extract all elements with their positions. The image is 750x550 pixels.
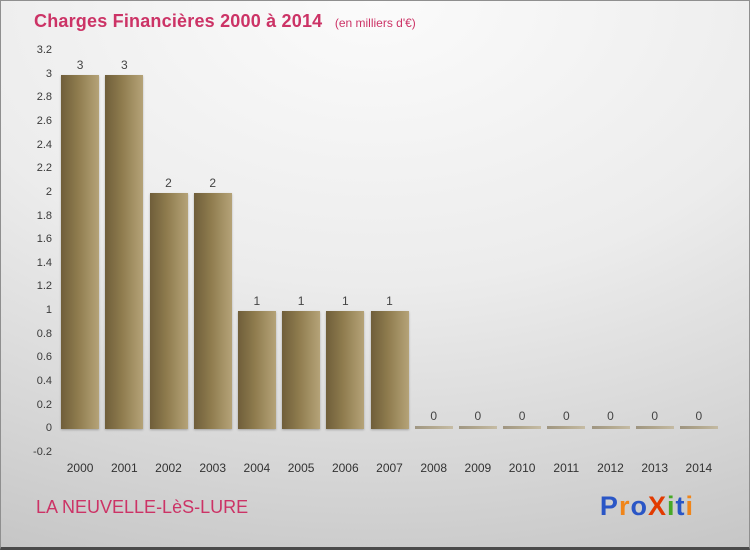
bar-value-label: 3 [76,57,84,72]
bar-value-label: 1 [253,294,261,309]
logo-letter: i [685,491,694,521]
y-axis-tick-label: 3.2 [36,44,52,56]
y-axis-tick-label: 2.8 [36,91,52,104]
bar-value-label: 0 [474,409,482,424]
bar-2001 [105,74,144,430]
bar-2008 [414,426,453,430]
title-row: Charges Financières 2000 à 2014 (en mill… [34,11,416,32]
y-axis-tick-label: 0.8 [36,327,52,340]
logo-letter: i [666,491,676,521]
proxiti-logo: ProXiti [600,491,694,522]
y-axis-tick-label: 2.6 [36,114,52,127]
x-axis-tick-label: 2003 [199,461,227,475]
x-axis-tick-label: 2004 [243,461,271,475]
bar-2002 [149,192,188,430]
bar-value-label: 1 [341,294,349,309]
y-axis-tick-label: 2.4 [36,138,52,151]
y-axis-tick-label: 1.6 [36,233,52,246]
x-axis-tick-label: 2000 [66,461,94,475]
bar-2006 [326,311,365,430]
x-axis-tick-label: 2005 [287,461,315,475]
y-axis-tick-label: 1 [45,304,52,317]
y-axis-tick-label: 3 [45,67,52,80]
logo-letter: r [618,491,631,521]
logo-letter: t [675,491,686,521]
bar-2014 [679,426,718,430]
y-axis-tick-label: 2.2 [36,162,52,175]
bar-value-label: 0 [518,409,526,424]
chart-subtitle: (en milliers d'€) [334,16,416,30]
y-axis-tick-label: 0.2 [36,398,52,411]
x-axis-tick-label: 2007 [376,461,403,475]
x-axis-tick-label: 2010 [508,461,536,475]
bar-value-label: 0 [562,409,570,424]
x-axis-tick-label: 2001 [110,461,138,475]
bar-value-label: 0 [607,409,614,424]
x-axis-tick-label: 2009 [464,461,492,475]
y-axis-tick-label: 0.6 [36,351,52,364]
logo-letter: o [630,491,648,521]
y-axis-tick-label: 0.4 [36,375,52,388]
company-name: LA NEUVELLE-LèS-LURE [36,497,249,517]
bar-value-label: 1 [297,294,305,309]
y-axis-tick-label: -0.2 [33,446,52,458]
bar-value-label: 0 [695,409,703,424]
bar-value-label: 0 [651,409,659,424]
x-axis-tick-label: 2011 [553,461,580,475]
bar-value-label: 1 [386,294,393,309]
bar-2012 [591,426,630,430]
x-axis-tick-label: 2006 [331,461,359,475]
bar-2013 [635,426,674,430]
bar-2011 [547,426,586,430]
bar-2005 [282,311,321,430]
x-axis-tick-label: 2008 [420,461,448,475]
bar-2004 [237,311,276,430]
bar-value-label: 2 [165,175,172,190]
x-axis-tick-label: 2013 [641,461,669,475]
bar-value-label: 0 [430,409,438,424]
x-axis-tick-label: 2012 [597,461,624,475]
bar-2010 [503,426,542,430]
y-axis-tick-label: 1.8 [36,209,52,222]
y-axis-tick-label: 0 [45,422,52,435]
bar-value-label: 2 [209,175,217,190]
y-axis-tick-label: 1.2 [36,280,52,293]
plot-area: -0.2 0 0.2 0.4 0.6 0.8 1 1.2 1.4 1.6 1.8 2 2.2 2.4 2.6… [33,44,721,475]
bar-value-label: 3 [120,57,128,72]
x-axis-tick-label: 2014 [685,461,713,475]
y-axis-tick-label: 2 [45,185,52,198]
bar-2009 [458,426,497,430]
logo-letter: P [599,491,619,521]
x-axis-tick-label: 2002 [155,461,182,475]
bar-2003 [193,192,232,430]
chart-title: Charges Financières 2000 à 2014 [34,11,323,31]
logo-letter: X [647,491,667,521]
y-axis-tick-label: 1.4 [36,256,52,269]
bar-2000 [61,74,100,430]
bar-2007 [370,311,409,430]
